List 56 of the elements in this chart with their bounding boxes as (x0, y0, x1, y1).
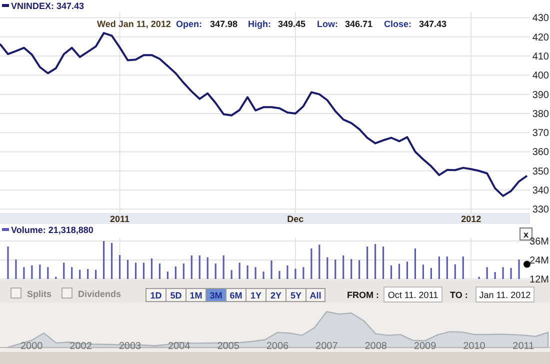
text: 5D (170, 290, 182, 300)
x-tick-label: Dec (287, 214, 304, 224)
x-tick-label: 2006 (266, 341, 290, 352)
y-tick-label: 12M (530, 274, 549, 286)
x-tick-label: 2011 (110, 214, 130, 224)
x-tick-label: 2005 (217, 341, 240, 352)
x-tick-label: 2009 (414, 341, 437, 352)
annotation: 347.98 (210, 19, 238, 29)
text: Dividends (78, 289, 122, 299)
annotation: Wed Jan 11, 2012 (97, 19, 171, 29)
y-tick-label: 410 (532, 52, 550, 63)
chart-title: VNINDEX: 347.43 (11, 1, 84, 11)
annotation: 346.71 (345, 19, 373, 29)
x-tick-label: 2011 (512, 341, 535, 352)
text: Oct 11. 2011 (388, 290, 438, 300)
y-tick-label: 36M (530, 236, 549, 248)
y-tick-label: 370 (532, 128, 550, 140)
text: FROM : (347, 290, 379, 300)
y-tick-label: 330 (532, 204, 550, 216)
annotation: 347.43 (419, 19, 447, 29)
y-tick-label: 420 (532, 32, 550, 44)
annotation: Close: (384, 19, 412, 29)
text: 6M (230, 290, 242, 300)
text: 1D (150, 290, 162, 300)
annotation: 349.45 (278, 19, 306, 29)
y-tick-label: 350 (532, 166, 550, 178)
y-tick-label: 360 (532, 147, 550, 158)
text: 2Y (270, 290, 282, 300)
x-tick-label: 2002 (70, 341, 92, 352)
annotation: Open: (176, 19, 202, 29)
y-tick-label: 340 (532, 186, 550, 197)
x-tick-label: 2012 (461, 214, 482, 224)
x-tick-label: 2004 (168, 341, 191, 352)
text: TO : (450, 290, 468, 300)
y-tick-label: 400 (532, 70, 550, 82)
text: Splits (27, 289, 52, 299)
y-tick-label: 390 (532, 90, 550, 101)
text: 1M (190, 290, 202, 300)
text: 5Y (290, 290, 302, 300)
x-tick-label: 2003 (118, 341, 142, 352)
annotation: High: (248, 19, 271, 29)
x-tick-label: 2000 (20, 341, 44, 352)
text: 3M (210, 290, 222, 300)
y-tick-label: 430 (532, 13, 550, 24)
annotation: Low: (317, 19, 338, 29)
y-tick-label: 380 (532, 108, 550, 120)
x-tick-label: 2010 (463, 341, 486, 352)
text: Jan 11. 2012 (479, 290, 531, 300)
line-series (0, 32, 528, 197)
text: x (523, 230, 529, 240)
chart-title: Volume: 21,318,880 (11, 225, 94, 235)
text: 1Y (250, 290, 262, 300)
y-tick-label: 24M (530, 256, 549, 266)
text: All (310, 290, 322, 300)
x-tick-label: 2007 (316, 341, 338, 352)
x-tick-label: 2008 (364, 341, 388, 352)
